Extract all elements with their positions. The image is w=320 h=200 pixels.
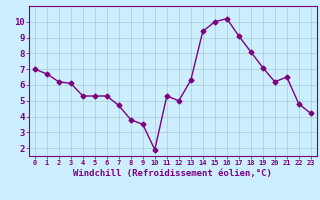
X-axis label: Windchill (Refroidissement éolien,°C): Windchill (Refroidissement éolien,°C): [73, 169, 272, 178]
